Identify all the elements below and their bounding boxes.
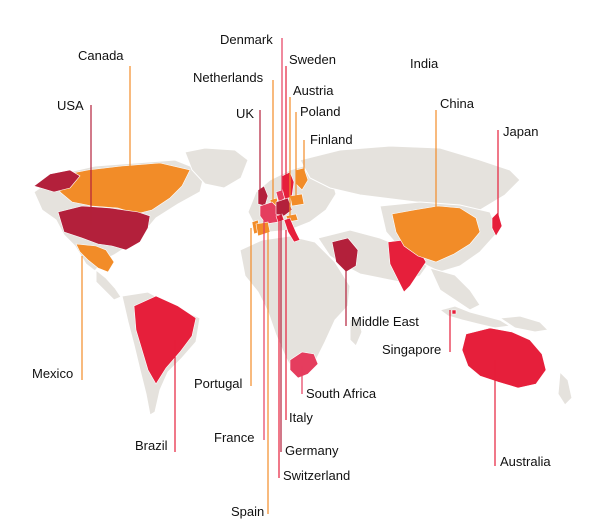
country-label-japan: Japan [503, 124, 538, 139]
country-label-usa: USA [57, 98, 84, 113]
country-label-brazil: Brazil [135, 438, 168, 453]
country-label-germany: Germany [285, 443, 339, 458]
country-label-denmark: Denmark [220, 32, 273, 47]
country-label-portugal: Portugal [194, 376, 243, 391]
new-guinea-land [498, 315, 550, 333]
country-brazil [133, 295, 197, 385]
country-south-africa [289, 351, 319, 379]
country-label-spain: Spain [231, 504, 264, 519]
country-usa [33, 169, 151, 251]
country-label-austria: Austria [293, 83, 334, 98]
country-singapore [451, 309, 457, 315]
label-leaders [81, 38, 499, 514]
country-label-india: India [410, 56, 439, 71]
north-asia-land [299, 145, 521, 211]
country-mexico [75, 243, 115, 273]
country-labels: Canada USA Mexico Brazil Denmark Sweden Nether… [32, 32, 551, 519]
new-zealand-land [557, 370, 573, 406]
country-china [391, 205, 481, 263]
country-label-singapore: Singapore [382, 342, 441, 357]
country-label-netherlands: Netherlands [193, 70, 264, 85]
country-middle-east [331, 237, 359, 273]
country-australia [461, 327, 547, 389]
central-america-land [95, 268, 122, 301]
country-label-switzerland: Switzerland [283, 468, 350, 483]
country-label-south-africa: South Africa [306, 386, 377, 401]
country-label-canada: Canada [78, 48, 124, 63]
country-label-poland: Poland [300, 104, 340, 119]
country-label-finland: Finland [310, 132, 353, 147]
country-label-france: France [214, 430, 254, 445]
country-label-australia: Australia [500, 454, 551, 469]
country-label-sweden: Sweden [289, 52, 336, 67]
country-label-italy: Italy [289, 410, 313, 425]
indonesia-land [438, 305, 512, 329]
southeast-asia-land [429, 267, 481, 311]
madagascar-land [349, 317, 363, 347]
country-label-mexico: Mexico [32, 366, 73, 381]
country-japan [491, 211, 503, 237]
country-label-china: China [440, 96, 475, 111]
country-germany [275, 197, 293, 217]
country-poland [289, 193, 305, 207]
country-label-middle-east: Middle East [351, 314, 419, 329]
country-label-uk: UK [236, 106, 254, 121]
country-switzerland [275, 213, 285, 223]
greenland-land [184, 147, 249, 189]
country-italy [283, 217, 301, 243]
